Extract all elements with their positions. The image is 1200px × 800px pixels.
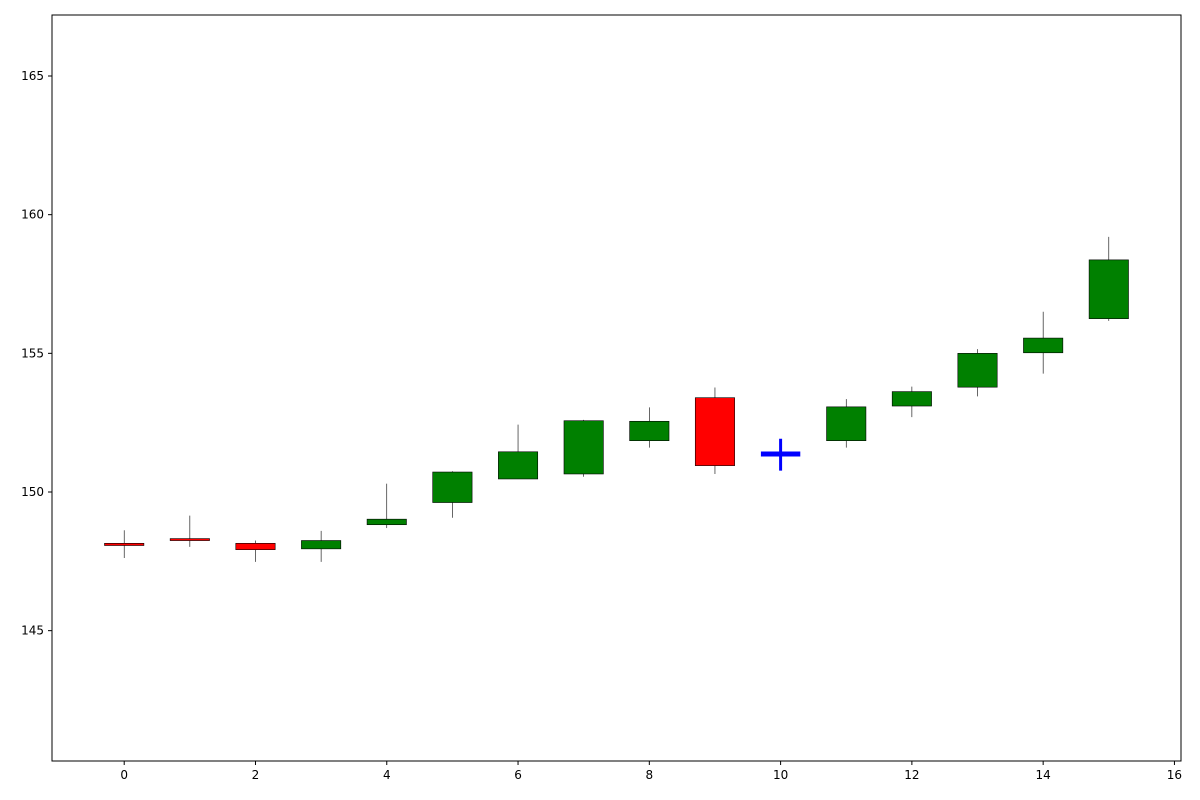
candle-body-up (957, 353, 998, 388)
candle (826, 399, 867, 448)
x-tick-label: 16 (1167, 768, 1182, 782)
candle-body-up (1023, 337, 1064, 354)
x-tick-label: 4 (383, 768, 391, 782)
candle-body-up (366, 518, 407, 526)
candle (891, 386, 932, 418)
candle-body-up (1088, 259, 1129, 319)
candle-body-down (694, 397, 735, 466)
candle-body-down (169, 538, 210, 541)
y-tick-label: 145 (21, 624, 44, 638)
x-tick-label: 14 (1036, 768, 1051, 782)
candle (1088, 236, 1129, 321)
candle (366, 483, 407, 529)
candle-body-up (826, 406, 867, 441)
y-tick-label: 160 (21, 208, 44, 222)
y-tick-label: 165 (21, 69, 44, 83)
candle (104, 530, 145, 558)
y-tick-label: 150 (21, 485, 44, 499)
candle (957, 349, 998, 397)
y-tick-label: 155 (21, 346, 44, 360)
candle-body-up (891, 391, 932, 407)
candle-body-down (104, 543, 145, 546)
candle (629, 407, 670, 448)
candle-body-up (301, 540, 342, 550)
x-tick-label: 2 (252, 768, 260, 782)
axis-ticks-layer: 0 2 4 6 8 10 12 14 16 145 150 155 160 165 (21, 69, 1182, 782)
candles-layer (104, 236, 1129, 562)
candle (760, 438, 801, 471)
candle (235, 540, 276, 562)
x-tick-label: 8 (645, 768, 653, 782)
x-tick-label: 12 (904, 768, 919, 782)
candle-body-up (498, 451, 539, 480)
candle (563, 419, 604, 477)
candle (301, 530, 342, 562)
candle-body-up (432, 471, 473, 503)
candle (432, 471, 473, 518)
candle-body-down (235, 543, 276, 550)
candle-body-up (563, 420, 604, 475)
candle (1023, 311, 1064, 374)
candle (694, 387, 735, 474)
candle-body-up (629, 420, 670, 441)
x-tick-label: 0 (120, 768, 128, 782)
plot-area-frame (51, 14, 1182, 762)
candle (169, 515, 210, 547)
candle (498, 424, 539, 480)
x-tick-label: 6 (514, 768, 522, 782)
x-tick-label: 10 (773, 768, 788, 782)
